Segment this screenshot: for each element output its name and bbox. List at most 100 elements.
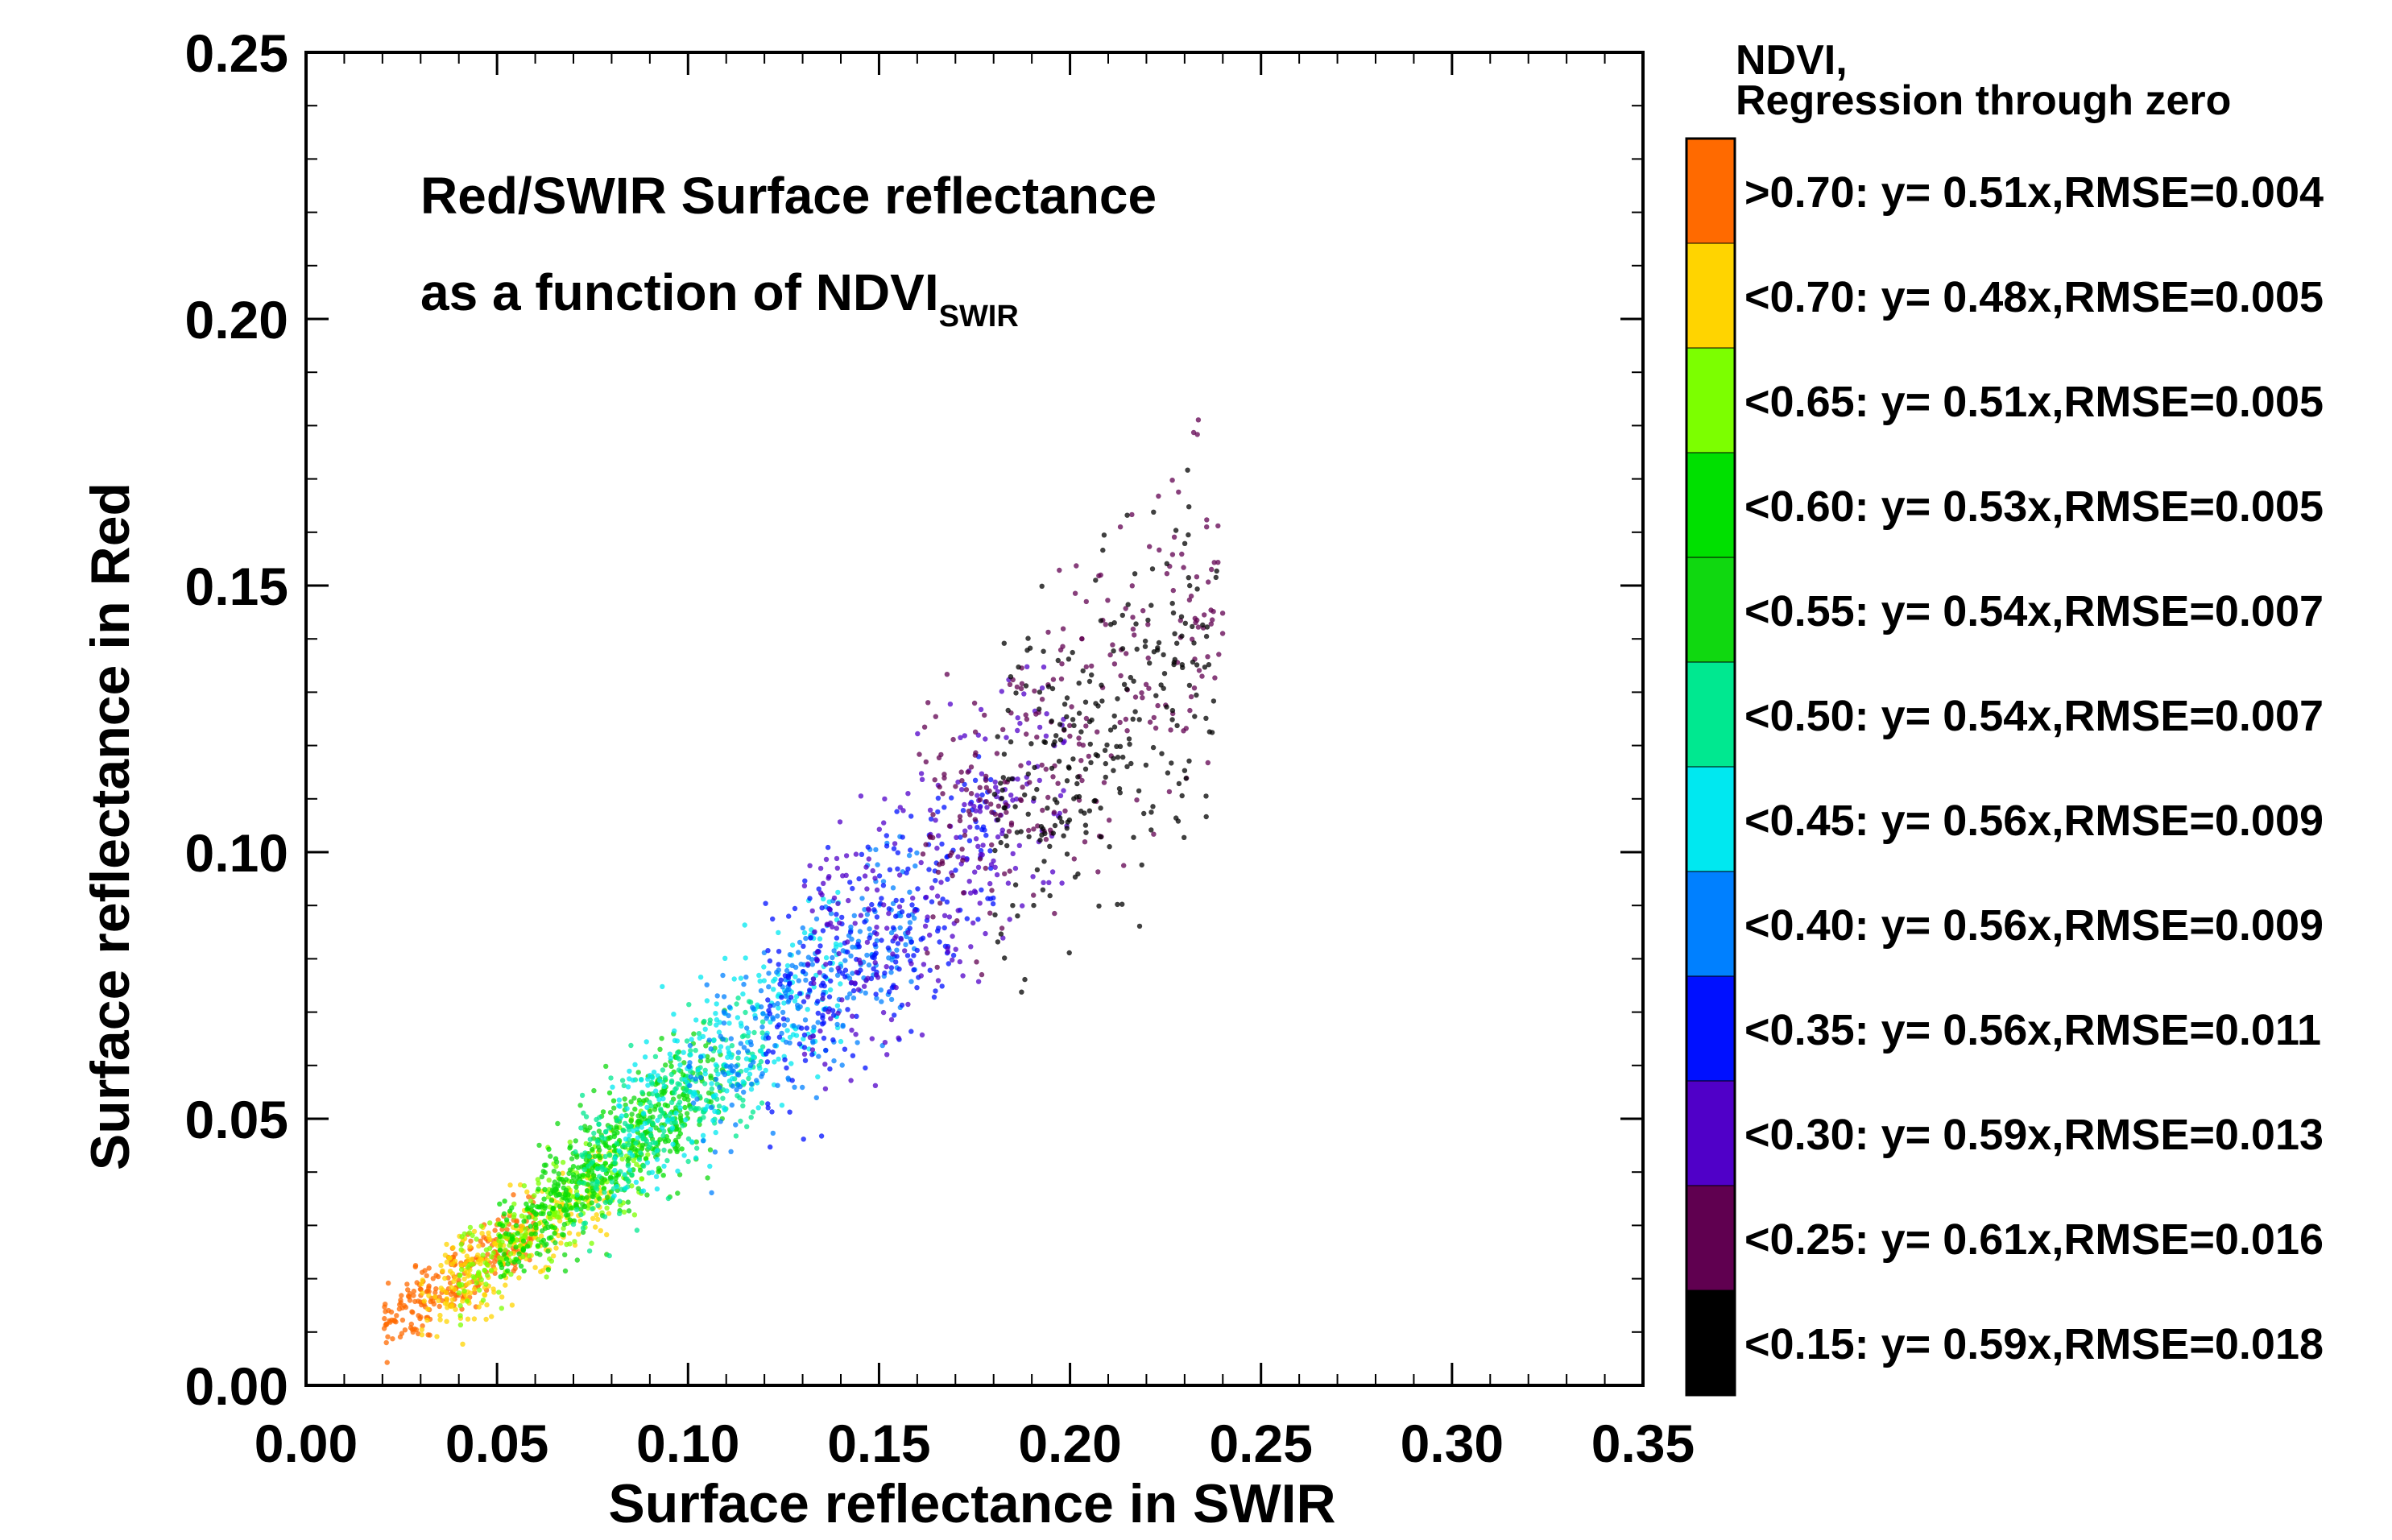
scatter-point [779,995,784,1000]
scatter-point [710,1093,717,1099]
scatter-point [905,1001,911,1008]
scatter-point [1040,887,1046,893]
scatter-point [1000,935,1006,941]
scatter-point [847,991,853,997]
scatter-point [1057,793,1064,799]
scatter-point [546,1178,552,1183]
scatter-point [714,1001,719,1007]
scatter-point [550,1206,557,1211]
scatter-point [971,888,978,894]
scatter-point [702,1026,708,1033]
scatter-point [923,946,929,952]
scatter-point [858,913,864,918]
scatter-point [671,1012,677,1017]
scatter-point [562,1268,569,1274]
scatter-point [1194,432,1200,437]
scatter-point [905,866,911,872]
scatter-point [661,1163,667,1169]
scatter-point [934,893,941,899]
scatter-point [698,1054,704,1060]
scatter-point [452,1258,458,1265]
scatter-point [578,1125,584,1131]
scatter-point [1205,760,1211,766]
scatter-point [776,1005,781,1011]
scatter-point [552,1225,558,1231]
scatter-point [689,1139,695,1145]
scatter-point [1037,689,1043,695]
scatter-point [686,1002,692,1008]
scatter-point [685,1158,691,1165]
scatter-point [649,1074,656,1081]
legend-label: <0.50: y= 0.54x,RMSE=0.007 [1744,692,2324,740]
scatter-point [804,1025,809,1031]
scatter-point [1039,685,1045,691]
scatter-point [1200,622,1206,628]
scatter-point [610,1084,615,1090]
scatter-point [458,1262,464,1269]
scatter-point [721,994,727,1000]
scatter-point [1061,788,1066,793]
scatter-point [532,1215,538,1222]
scatter-point [831,948,837,954]
scatter-point [1071,722,1077,728]
scatter-point [899,897,905,904]
scatter-point [720,1070,726,1075]
scatter-point [595,1216,601,1223]
scatter-point [604,1232,610,1238]
scatter-point [1130,626,1136,632]
scatter-point [992,864,998,871]
scatter-point [864,886,870,892]
scatter-point [693,1139,699,1145]
scatter-point [781,1022,787,1028]
scatter-point [939,841,945,847]
scatter-point [647,1108,653,1115]
scatter-point [424,1273,429,1279]
scatter-point [499,1294,505,1300]
legend-bar-frame [1685,137,1736,1397]
scatter-point [399,1317,406,1323]
scatter-point [1057,737,1064,743]
scatter-point [814,950,821,955]
scatter-point [977,805,983,810]
scatter-point [484,1262,490,1268]
scatter-point [770,1049,776,1055]
scatter-point [811,1025,817,1030]
scatter-point [660,1132,666,1139]
scatter-point [1078,758,1084,764]
legend-swatch [1686,766,1736,872]
scatter-point [999,796,1005,801]
scatter-point [983,930,988,937]
scatter-point [466,1230,473,1236]
scatter-point [1129,583,1136,589]
legend-label: <0.40: y= 0.56x,RMSE=0.009 [1744,901,2324,950]
scatter-point [1105,598,1111,603]
scatter-point [677,1094,682,1099]
scatter-point [816,1054,821,1059]
scatter-point [828,911,834,917]
scatter-point [564,1241,569,1248]
scatter-point [925,950,930,956]
scatter-point [863,990,868,996]
scatter-point [540,1237,547,1244]
scatter-point [573,1149,578,1155]
scatter-point [950,952,957,958]
scatter-point [478,1223,484,1229]
scatter-point [880,879,887,884]
scatter-point [729,1043,735,1049]
scatter-point [726,1012,731,1019]
scatter-point [735,1072,742,1078]
scatter-point [653,1088,659,1094]
scatter-point [1015,913,1020,919]
scatter-point [1214,568,1219,574]
scatter-point [941,772,947,777]
scatter-point [1015,727,1020,734]
scatter-point [1194,662,1200,668]
scatter-point [1049,718,1055,724]
scatter-point [879,896,884,901]
scatter-point [735,1015,741,1020]
scatter-point [1041,648,1046,654]
scatter-point [600,1109,606,1115]
legend-swatch [1686,871,1736,977]
scatter-point [843,853,850,859]
scatter-point [862,919,867,925]
